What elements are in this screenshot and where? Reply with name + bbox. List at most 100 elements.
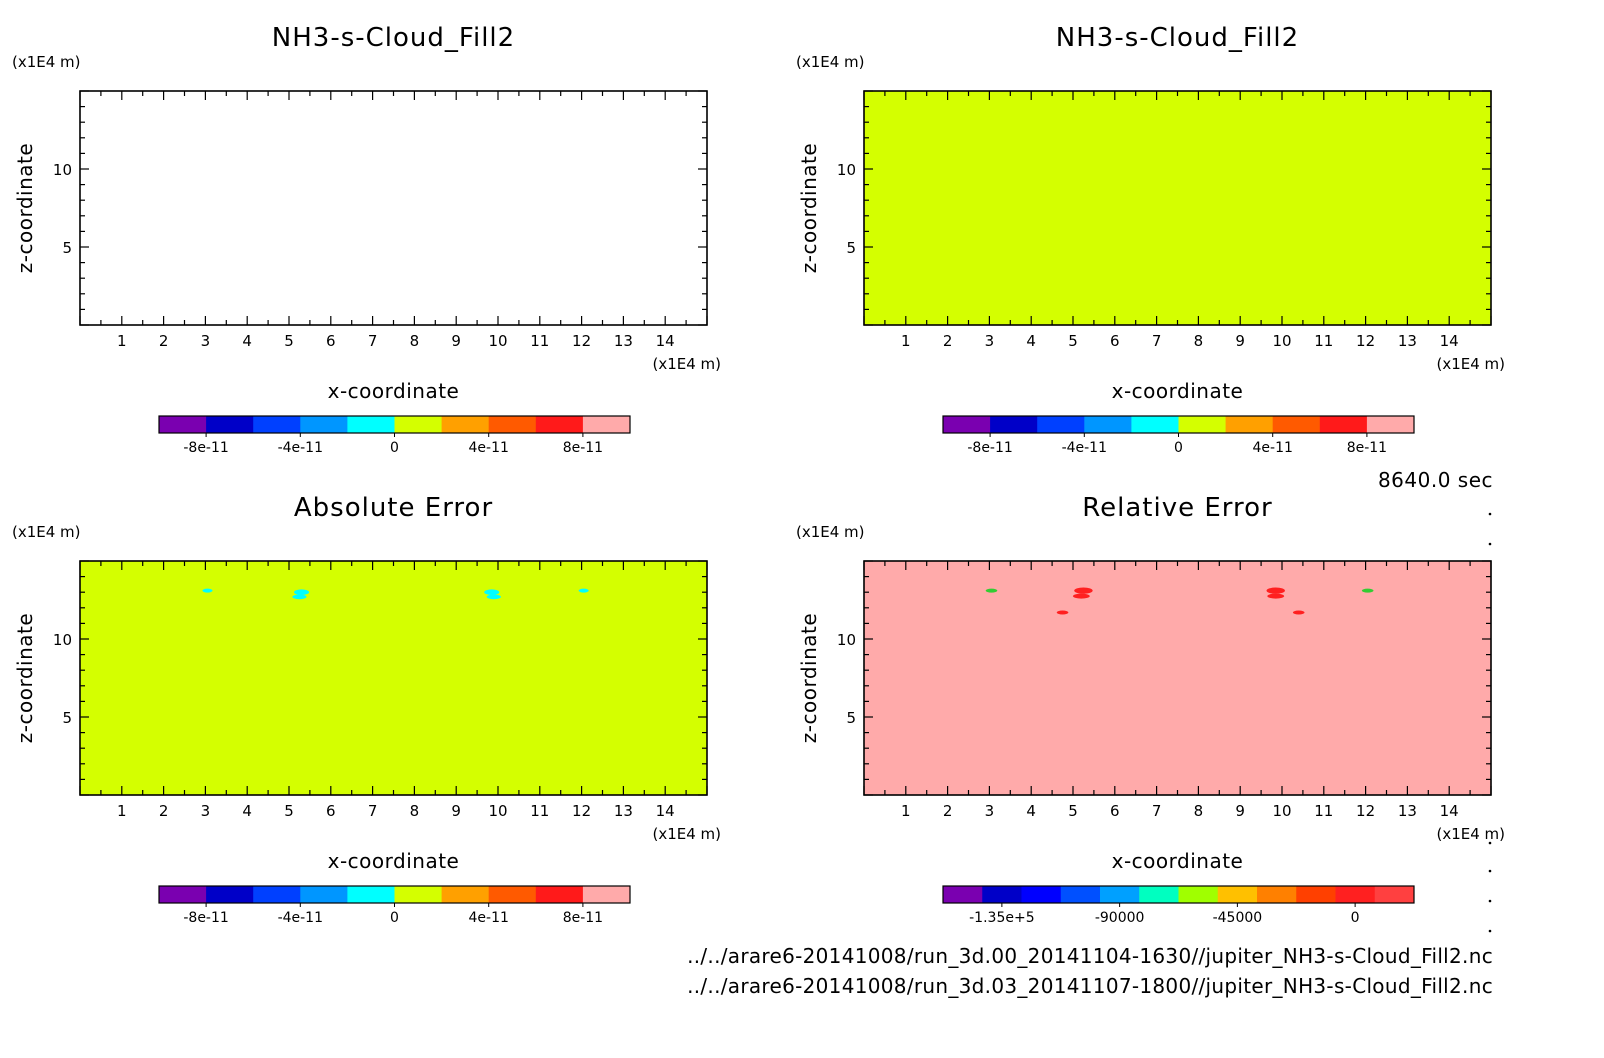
x-tick-label: 5 [1068,332,1078,350]
plot-field [80,91,707,325]
colorbar-segment [1335,886,1376,903]
panel-title: NH3-s-Cloud_Fill2 [1056,23,1299,53]
margin-dot [1488,542,1492,546]
y-tick-label: 5 [846,709,856,727]
colorbar-frame [942,885,1415,904]
x-tick-label: 7 [1152,332,1162,350]
panel-title: Absolute Error [294,493,493,523]
panel-title: NH3-s-Cloud_Fill2 [272,23,515,53]
colorbar-tick-label: -4e-11 [1062,440,1107,456]
colorbar-segment [582,416,631,433]
x-axis-label: x-coordinate [328,379,460,403]
colorbar-segment [347,416,395,433]
colorbar-segment [300,886,348,903]
colorbar-segment [943,416,991,433]
colorbar-segment [535,886,584,903]
chart-panel-2: NH3-s-Cloud_Fill2(x1E4 m)1 2 3 4 5 6 7 8 9 10 11 12… [796,23,1505,456]
y-tick-label: 5 [62,709,72,727]
colorbar-segment [1217,886,1258,903]
colorbar-segment [990,416,1038,433]
x-tick-label: 9 [451,802,461,820]
x-tick-label: 11 [530,332,549,350]
x-tick-label: 2 [943,802,953,820]
margin-dot [1488,869,1492,873]
colorbar-segment [347,886,395,903]
x-tick-label: 10 [488,802,507,820]
x-tick-label: 13 [1398,802,1417,820]
x-tick-label: 4 [242,802,252,820]
x-axis-label: x-coordinate [1112,379,1244,403]
colorbar-segment [1139,886,1179,903]
x-tick-label: 6 [1110,332,1120,350]
colorbar-segment [1060,886,1101,903]
colorbar-segment [1021,886,1062,903]
colorbar-segment [535,416,584,433]
x-tick-label: 2 [159,332,169,350]
x-tick-label: 9 [451,332,461,350]
x-tick-label: 8 [1194,802,1204,820]
chart-panel-3: Absolute Error(x1E4 m)1 2 3 4 5 6 7 8 9 10 11 12 13 1… [12,493,721,926]
colorbar-tick-label: 0 [1174,440,1183,456]
contour-feature [484,589,500,596]
x-tick-label: 10 [1272,802,1291,820]
y-tick-label: 10 [837,161,856,179]
x-tick-label: 7 [1152,802,1162,820]
colorbar-segment [1366,416,1415,433]
colorbar-segment [253,416,301,433]
x-tick-label: 13 [614,802,633,820]
y-axis-label: z-coordinate [13,143,37,273]
x-tick-label: 12 [572,332,591,350]
x-tick-label: 9 [1235,332,1245,350]
contour-feature [985,588,998,593]
x-tick-label: 7 [368,332,378,350]
x-tick-label: 14 [656,332,675,350]
panel-title: Relative Error [1082,493,1273,523]
plot-field [864,91,1491,325]
y-tick-label: 10 [53,631,72,649]
colorbar-segment [253,886,301,903]
colorbar-tick-label: -8e-11 [183,440,228,456]
x-tick-label: 2 [943,332,953,350]
y-unit-label: (x1E4 m) [796,53,865,71]
colorbar-segment [1272,416,1321,433]
margin-dot [1488,929,1492,933]
colorbar-tick-label: 8e-11 [1347,440,1387,456]
colorbar-segment [1084,416,1132,433]
contour-feature [292,594,307,600]
colorbar-tick-label: 0 [1351,910,1360,926]
margin-dot [1488,899,1492,903]
contour-feature [1074,587,1093,594]
colorbar-segment [1319,416,1368,433]
plot-field [864,561,1491,795]
x-unit-label: (x1E4 m) [652,355,721,373]
colorbar-tick-label: -8e-11 [183,910,228,926]
x-tick-label: 12 [572,802,591,820]
colorbar-segment [206,886,254,903]
x-tick-label: 5 [1068,802,1078,820]
colorbar-segment [394,416,443,433]
colorbar-segment [1257,886,1297,903]
colorbar-segment [1374,886,1415,903]
colorbar-tick-label: 4e-11 [469,910,509,926]
x-tick-label: 6 [326,802,336,820]
y-axis-label: z-coordinate [13,613,37,743]
x-tick-label: 1 [117,332,127,350]
x-tick-label: 8 [410,332,420,350]
colorbar-segment [159,886,207,903]
y-unit-label: (x1E4 m) [796,523,865,541]
x-tick-label: 11 [1314,802,1333,820]
colorbar-tick-label: -90000 [1095,910,1145,926]
x-tick-label: 12 [1356,802,1375,820]
y-tick-label: 10 [837,631,856,649]
x-tick-label: 10 [1272,332,1291,350]
y-axis-label: z-coordinate [797,613,821,743]
x-tick-label: 5 [284,332,294,350]
contour-feature [1073,593,1090,599]
x-tick-label: 9 [1235,802,1245,820]
colorbar-segment [1100,886,1140,903]
colorbar-segment [159,416,207,433]
x-tick-label: 1 [901,332,911,350]
colorbar-segment [1296,886,1336,903]
x-tick-label: 11 [1314,332,1333,350]
plot-field [80,561,707,795]
